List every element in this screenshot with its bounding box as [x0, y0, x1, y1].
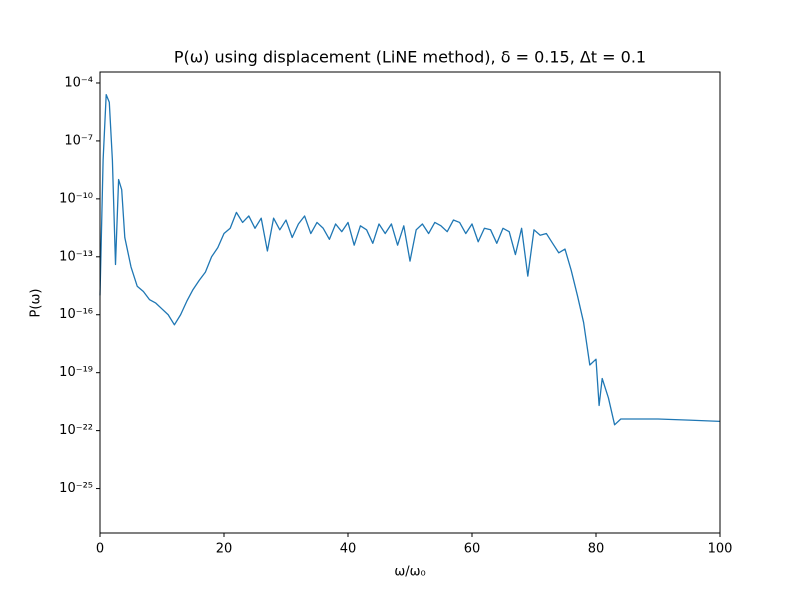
x-tick-label: 80 [588, 542, 605, 557]
plot-frame [99, 71, 721, 534]
y-tick-label: 10⁻¹⁹ [59, 365, 93, 380]
x-tick-label: 0 [96, 542, 104, 557]
y-axis-label: P(ω) [29, 289, 44, 318]
y-tick-label: 10⁻²⁵ [59, 481, 93, 496]
x-axis-label: ω/ω₀ [394, 565, 425, 580]
y-tick-label: 10⁻¹⁶ [59, 307, 93, 322]
y-tick-label: 10⁻²² [59, 423, 93, 438]
x-tick-label: 100 [708, 542, 733, 557]
y-tick-label: 10⁻⁴ [64, 75, 93, 90]
y-tick-label: 10⁻¹³ [59, 249, 93, 264]
chart-title: P(ω) using displacement (LiNE method), δ… [174, 48, 646, 67]
x-tick-label: 60 [464, 542, 481, 557]
x-tick-label: 20 [216, 542, 233, 557]
x-tick-label: 40 [340, 542, 357, 557]
series-line [99, 93, 721, 426]
y-tick-label: 10⁻¹⁰ [59, 191, 93, 206]
y-tick-label: 10⁻⁷ [64, 133, 93, 148]
